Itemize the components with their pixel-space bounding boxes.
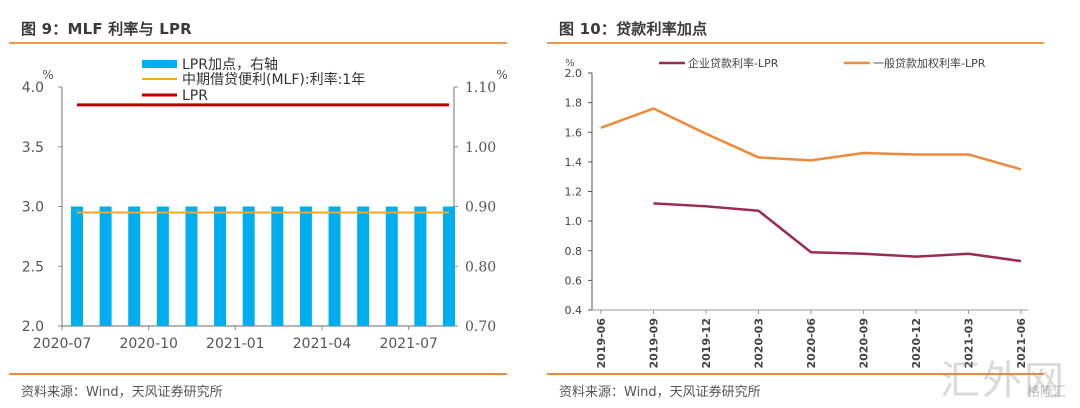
legend-label: 中期借贷便利(MLF):利率:1年 bbox=[182, 71, 365, 88]
left-y-tick-label: 2.0 bbox=[22, 319, 44, 335]
line-corporate-loan-spread bbox=[653, 202, 1022, 263]
y-tick-label: 2.0 bbox=[565, 67, 583, 80]
x-tick-label: 2021-01 bbox=[206, 336, 265, 352]
source-divider bbox=[547, 373, 1044, 375]
x-tick-label: 2019-12 bbox=[700, 318, 713, 369]
right-y-tick-label: 0.80 bbox=[465, 259, 496, 275]
figure-9-title: 图 9：MLF 利率与 LPR bbox=[21, 20, 192, 38]
right-y-tick-label: 1.10 bbox=[465, 80, 496, 96]
bar-lpr-spread bbox=[385, 206, 398, 326]
x-tick-label: 2021-04 bbox=[293, 336, 352, 352]
bar-lpr-spread bbox=[328, 206, 341, 326]
right-unit-label: % bbox=[496, 68, 507, 82]
left-y-tick-label: 2.5 bbox=[22, 259, 44, 275]
bar-lpr-spread bbox=[214, 206, 227, 326]
loan-spread-chart: % 0.4 0.6 0.8 1.0 1.2 1.4 1.6 1.8 2.0 2019-06 2019-… bbox=[565, 56, 1028, 369]
figure-10-title: 图 10：贷款利率加点 bbox=[559, 20, 708, 38]
line-general-loan-spread bbox=[600, 107, 1022, 171]
mlf-lpr-chart: % % 2.0 2.5 3.0 3.5 4.0 0.70 0.80 0.90 1.00 1.10 202… bbox=[22, 57, 508, 352]
y-tick-label: 0.6 bbox=[565, 274, 583, 287]
watermark: 汇外网 bbox=[940, 358, 1066, 404]
left-y-tick-label: 3.5 bbox=[22, 140, 44, 156]
bar-lpr-spread bbox=[443, 206, 455, 326]
source-divider bbox=[9, 373, 507, 375]
x-tick-label: 2021-06 bbox=[1015, 318, 1028, 369]
legend-label: 一般贷款加权利率-LPR bbox=[873, 56, 986, 70]
x-tick-label: 2020-09 bbox=[858, 318, 871, 369]
legend-swatch-bar bbox=[142, 60, 177, 68]
y-tick-label: 1.0 bbox=[565, 215, 583, 228]
y-tick-label: 0.4 bbox=[565, 304, 583, 317]
bar-lpr-spread bbox=[271, 206, 284, 326]
bar-lpr-spread bbox=[99, 206, 112, 326]
y-tick-label: 1.4 bbox=[565, 156, 583, 169]
right-y-tick-label: 0.70 bbox=[465, 319, 496, 335]
title-divider bbox=[547, 42, 1044, 44]
bar-lpr-spread bbox=[357, 206, 370, 326]
x-tick-label: 2020-03 bbox=[753, 318, 766, 369]
left-y-tick-label: 4.0 bbox=[22, 80, 44, 96]
watermark-sub: 格隆汇 bbox=[1026, 385, 1066, 400]
bar-lpr-spread bbox=[156, 206, 169, 326]
right-figure-panel: 图 10：贷款利率加点 % 0.4 0.6 0.8 1.0 1.2 1.4 1.6 1.8 2.0… bbox=[540, 0, 1080, 408]
y-tick-label: 0.8 bbox=[565, 245, 583, 258]
right-y-tick-label: 0.90 bbox=[465, 200, 496, 216]
x-tick-label: 2019-09 bbox=[648, 318, 661, 369]
x-tick-label: 2020-10 bbox=[119, 336, 178, 352]
bar-lpr-spread bbox=[128, 206, 141, 326]
source-note: 资料来源：Wind，天风证券研究所 bbox=[559, 385, 761, 400]
left-unit-label: % bbox=[42, 68, 53, 82]
legend-label: LPR bbox=[182, 88, 208, 104]
x-tick-label: 2020-07 bbox=[33, 336, 92, 352]
x-tick-label: 2021-07 bbox=[379, 336, 438, 352]
y-tick-label: 1.8 bbox=[565, 97, 583, 110]
x-tick-label: 2020-12 bbox=[910, 318, 923, 369]
left-y-tick-label: 3.0 bbox=[22, 200, 44, 216]
bar-lpr-spread bbox=[299, 206, 312, 326]
y-unit-label: % bbox=[565, 58, 575, 69]
legend-label: LPR加点，右轴 bbox=[182, 57, 278, 73]
bar-lpr-spread bbox=[242, 206, 255, 326]
legend-label: 企业贷款利率-LPR bbox=[688, 56, 779, 70]
bar-lpr-spread bbox=[71, 206, 83, 326]
x-tick-label: 2019-06 bbox=[595, 318, 608, 369]
left-figure-panel: 图 9：MLF 利率与 LPR %% 2.0 2.5 3.0 3.5 4.0 0.70 0.8… bbox=[9, 20, 508, 400]
bar-lpr-spread bbox=[414, 206, 427, 326]
title-divider bbox=[9, 42, 507, 44]
right-y-tick-label: 1.00 bbox=[465, 140, 496, 156]
x-tick-label: 2020-06 bbox=[805, 318, 818, 369]
y-tick-label: 1.6 bbox=[565, 126, 583, 139]
x-tick-label: 2021-03 bbox=[963, 318, 976, 369]
bar-lpr-spread bbox=[185, 206, 198, 326]
source-note: 资料来源：Wind，天风证券研究所 bbox=[21, 385, 223, 400]
y-tick-label: 1.2 bbox=[565, 186, 583, 199]
